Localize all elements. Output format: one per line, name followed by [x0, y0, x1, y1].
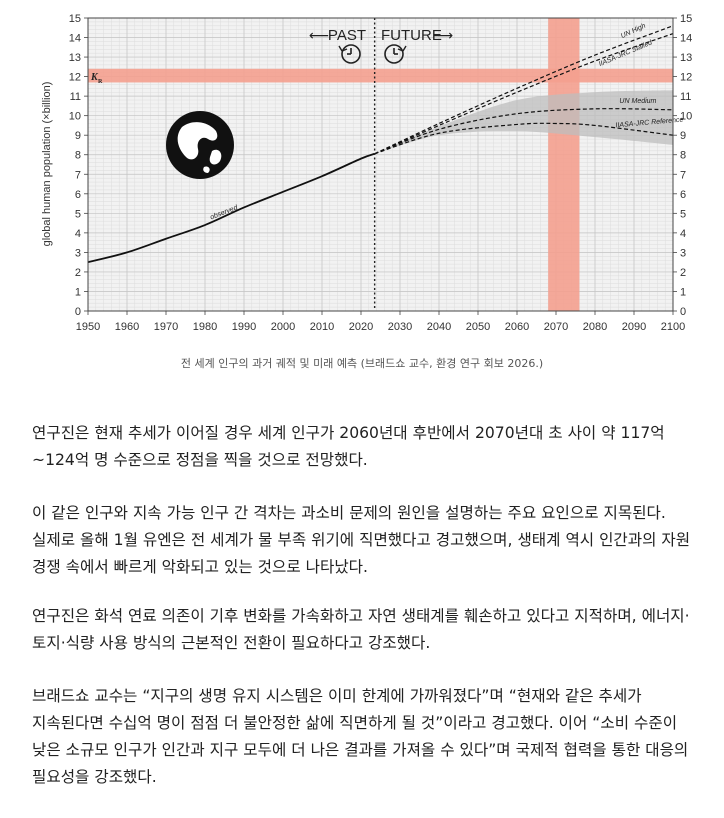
series-line-un-medium	[374, 108, 673, 155]
y-tick-label-right: 0	[680, 306, 686, 318]
y-tick-label-left: 1	[75, 286, 81, 298]
y-tick-label-right: 12	[680, 72, 692, 84]
svg-text:R: R	[98, 79, 103, 85]
x-tick-label: 2030	[388, 321, 412, 333]
y-tick-label-right: 6	[680, 189, 686, 201]
carrying-capacity-band	[88, 68, 673, 83]
y-tick-label-left: 15	[69, 13, 81, 25]
svg-text:K: K	[90, 72, 99, 83]
y-tick-label-right: 10	[680, 111, 692, 123]
y-tick-label-right: 3	[680, 247, 686, 259]
y-tick-label-right: 5	[680, 208, 686, 220]
peak-period-band	[548, 18, 580, 311]
y-axis-label: global human population (×billion)	[41, 82, 53, 247]
y-tick-label-left: 2	[75, 267, 81, 279]
y-tick-label-left: 5	[75, 208, 81, 220]
future-clock-icon	[384, 44, 407, 64]
x-tick-label: 1980	[193, 321, 217, 333]
y-tick-label-right: 11	[680, 91, 691, 103]
y-tick-label-left: 4	[75, 228, 81, 240]
article-paragraph-1: 연구진은 현재 추세가 이어질 경우 세계 인구가 2060년대 후반에서 20…	[32, 424, 665, 469]
series-label-un-medium: UN Medium	[619, 98, 656, 105]
kr-label: K R	[90, 72, 103, 85]
article-body: 연구진은 현재 추세가 이어질 경우 세계 인구가 2060년대 후반에서 20…	[32, 420, 702, 817]
y-tick-label-left: 6	[75, 189, 81, 201]
y-tick-label-left: 11	[70, 91, 81, 103]
x-tick-label: 2090	[622, 321, 646, 333]
series-line-un-high	[374, 25, 673, 155]
future-arrow: ⟶	[433, 28, 453, 44]
y-tick-label-left: 0	[75, 306, 81, 318]
y-tick-label-right: 8	[680, 150, 686, 162]
article-paragraph-2: 이 같은 인구와 지속 가능 인구 간 격차는 과소비 문제의 원인을 설명하는…	[32, 504, 691, 576]
y-tick-label-left: 3	[75, 247, 81, 259]
article-paragraph-4: 브래드쇼 교수는 “지구의 생명 유지 시스템은 이미 한계에 가까워졌다”며 …	[32, 687, 689, 786]
past-clock-icon	[338, 44, 361, 64]
x-tick-label: 2080	[583, 321, 607, 333]
series-line-iiasa-jrc-reference	[374, 122, 673, 155]
figure-caption: 전 세계 인구의 과거 궤적 및 미래 예측 (브래드쇼 교수, 환경 연구 회…	[180, 357, 544, 370]
y-tick-label-left: 12	[69, 72, 81, 84]
y-tick-label-right: 4	[680, 228, 686, 240]
y-tick-label-left: 8	[75, 150, 81, 162]
y-tick-label-right: 15	[680, 13, 692, 25]
y-tick-label-right: 2	[680, 267, 686, 279]
x-tick-label: 1970	[154, 321, 178, 333]
x-tick-label: 2000	[271, 321, 295, 333]
y-tick-label-left: 13	[69, 52, 81, 64]
y-tick-label-left: 14	[69, 33, 81, 45]
uncertainty-band	[374, 90, 673, 154]
x-tick-label: 2050	[466, 321, 490, 333]
y-tick-label-right: 13	[680, 52, 692, 64]
x-tick-label: 2010	[310, 321, 334, 333]
x-tick-label: 1960	[115, 321, 139, 333]
globe-icon	[166, 111, 234, 179]
x-tick-label: 2070	[544, 321, 568, 333]
y-tick-label-left: 10	[69, 111, 81, 123]
series-line-observed	[88, 152, 375, 264]
past-label: PAST	[328, 27, 366, 44]
article-paragraph-3: 연구진은 화석 연료 의존이 기후 변화를 가속화하고 자연 생태계를 훼손하고…	[32, 607, 690, 652]
y-tick-label-right: 14	[680, 33, 692, 45]
y-tick-label-left: 9	[75, 130, 81, 142]
x-tick-label: 2060	[505, 321, 529, 333]
x-tick-label: 1990	[232, 321, 256, 333]
x-tick-label: 2100	[661, 321, 685, 333]
past-arrow: ⟵	[309, 28, 329, 44]
x-tick-label: 1950	[76, 321, 100, 333]
y-tick-label-right: 9	[680, 130, 686, 142]
x-tick-label: 2020	[349, 321, 373, 333]
plot-frame	[87, 17, 674, 312]
series-line-iiasa-jrc-stalled	[374, 33, 673, 155]
y-tick-label-right: 1	[680, 286, 686, 298]
y-tick-label-right: 7	[680, 169, 686, 181]
x-tick-label: 2040	[427, 321, 451, 333]
series-lines	[88, 25, 673, 264]
y-tick-label-left: 7	[75, 169, 81, 181]
future-label: FUTURE	[381, 27, 442, 44]
